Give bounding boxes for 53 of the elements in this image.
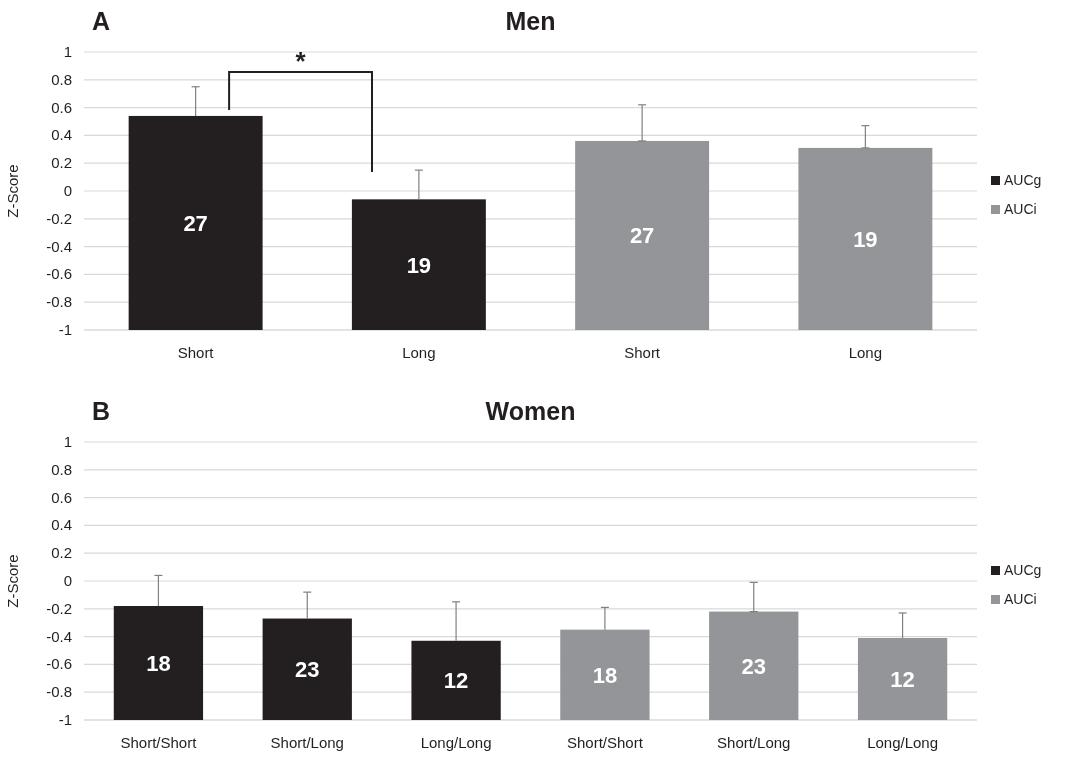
chart-title: Women [485,397,576,425]
x-tick-label: Short/Long [717,734,791,751]
y-tick-label: 1 [63,433,72,450]
annotation: 23 [741,653,766,679]
text: A [92,7,111,35]
annotation: 19 [853,226,878,252]
x-tick-label: Long/Long [867,734,939,751]
y-tick-label: -0.4 [46,627,72,645]
text: B [92,397,111,425]
x-tick-label: Short/Long [270,734,344,751]
y-tick-label: 0.6 [51,98,72,116]
x-tick-label: Long [402,344,436,361]
legend-label: AUCi [1004,591,1037,607]
y-tick-label: 0 [63,182,72,199]
y-tick-label: 0.2 [51,544,72,562]
y-tick-label: -0.4 [46,237,72,255]
annotation: * [295,46,307,76]
y-axis-title: Z-Score [4,554,21,608]
y-tick-label: -0.2 [46,599,72,617]
y-tick-label: -1 [58,711,72,728]
y-tick-label: -1 [58,321,72,338]
y-tick-label: 0.6 [51,488,72,506]
legend-label: AUCg [1004,562,1042,578]
y-tick-label: 0 [63,572,72,589]
y-tick-label: -0.8 [46,293,72,311]
x-tick-label: Short/Short [566,734,644,751]
y-tick-label: -0.6 [46,655,72,673]
x-tick-label: Short [177,344,215,361]
legend-label: AUCi [1004,201,1037,217]
y-tick-label: 0.2 [51,154,72,172]
y-tick-label: 0.8 [51,70,72,88]
annotation: 18 [592,662,618,688]
annotation: 27 [629,223,655,249]
x-tick-label: Long/Long [420,734,492,751]
x-tick-label: Short [624,344,661,361]
chart-title: Men [505,7,556,35]
annotation: 23 [295,657,320,683]
x-tick-label: Short/Short [120,734,198,751]
annotation: 19 [406,252,432,278]
y-tick-label: -0.8 [46,683,72,701]
y-tick-label: 0.4 [51,516,72,534]
y-tick-label: 0.4 [51,126,72,144]
annotation: 27 [183,210,208,236]
legend-label: AUCg [1004,172,1042,188]
x-tick-label: Long [848,344,883,361]
annotation: 12 [890,666,915,692]
annotation: 12 [443,668,469,694]
y-tick-label: -0.6 [46,265,72,283]
y-tick-label: 0.8 [51,460,72,478]
y-axis-title: Z-Score [4,164,21,218]
annotation: 18 [146,651,171,677]
y-tick-label: 1 [63,43,72,60]
y-tick-label: -0.2 [46,209,72,227]
